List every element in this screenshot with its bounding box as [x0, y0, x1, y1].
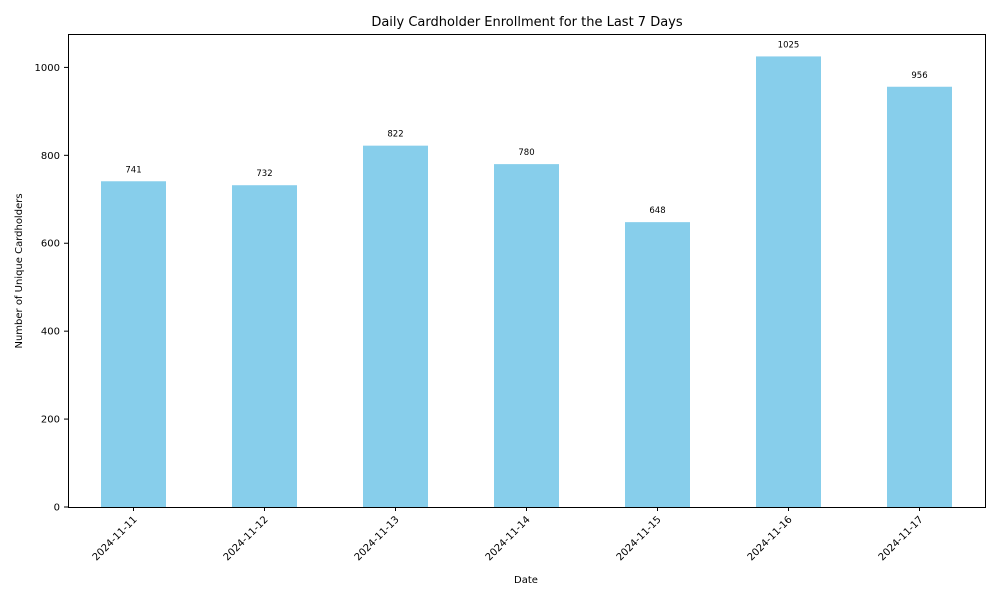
bar-2024-11-13: [363, 145, 428, 507]
y-tick-label: 1000: [35, 63, 60, 74]
x-tick-label: 2024-11-11: [91, 514, 140, 563]
bar-2024-11-16: [756, 56, 821, 508]
x-axis-label: Date: [514, 575, 538, 586]
bar-value-label: 648: [649, 206, 665, 216]
bar-value-label: 780: [518, 148, 534, 158]
y-axis-label: Number of Unique Cardholders: [14, 193, 25, 348]
y-axis: 0 200 400 600 800 1000: [35, 63, 68, 514]
bar-2024-11-15: [625, 222, 690, 507]
x-tick-label: 2024-11-12: [222, 514, 271, 563]
y-tick-label: 0: [54, 503, 60, 514]
bar-2024-11-11: [101, 181, 166, 508]
x-axis: 2024-11-11 2024-11-12 2024-11-13 2024-11-14…: [91, 507, 926, 563]
bar-value-label: 1025: [778, 40, 800, 50]
x-tick-label: 2024-11-14: [484, 514, 533, 563]
bar-value-label: 741: [125, 165, 141, 175]
bar-value-label: 732: [256, 169, 272, 179]
bar-2024-11-17: [887, 86, 952, 508]
bar-labels-group: 741 732 822 780 648 1025 956: [125, 40, 927, 216]
bar-2024-11-12: [232, 185, 297, 507]
x-tick-label: 2024-11-15: [615, 514, 664, 563]
y-tick-label: 800: [41, 151, 60, 162]
x-tick-label: 2024-11-17: [877, 514, 926, 563]
bar-2024-11-14: [494, 164, 559, 507]
x-tick-label: 2024-11-13: [353, 514, 402, 563]
chart-title: Daily Cardholder Enrollment for the Last…: [371, 15, 683, 30]
y-tick-label: 600: [41, 239, 60, 250]
y-tick-label: 400: [41, 327, 60, 338]
bars-group: [101, 56, 952, 508]
bar-value-label: 822: [387, 130, 403, 140]
bar-value-label: 956: [911, 71, 927, 81]
y-tick-label: 200: [41, 415, 60, 426]
x-tick-label: 2024-11-16: [746, 514, 795, 563]
